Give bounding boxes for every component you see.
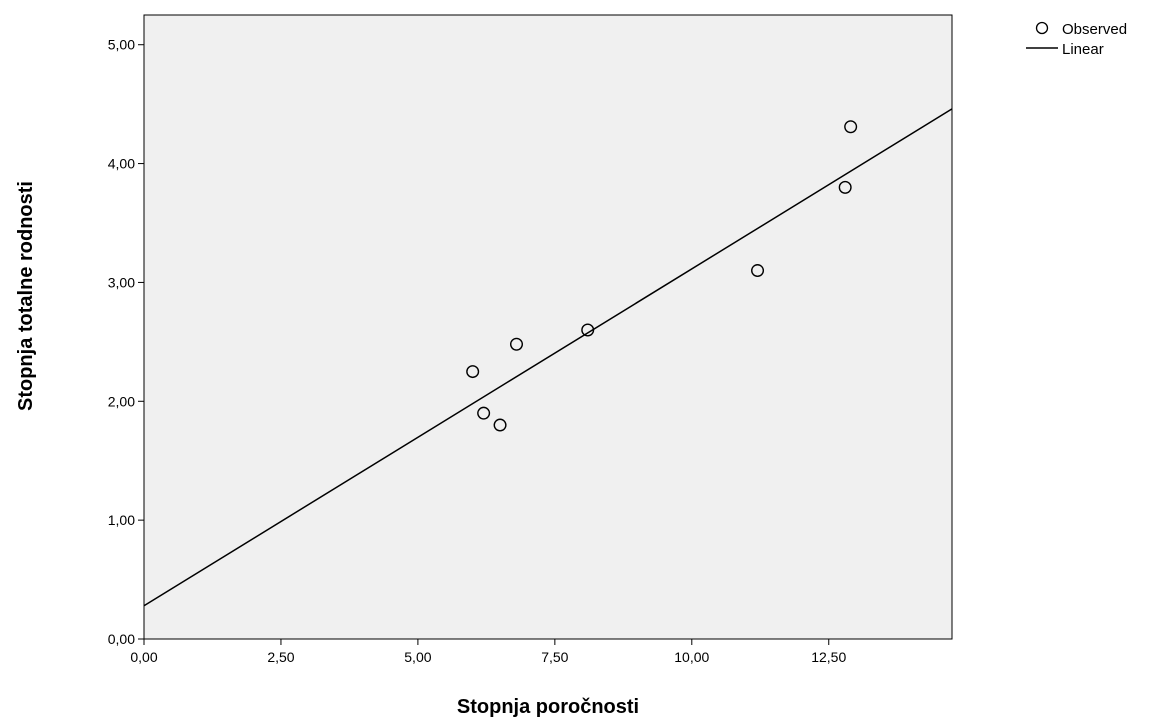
- y-tick-label: 5,00: [108, 37, 135, 53]
- observed-point: [477, 406, 491, 420]
- plot-area: [143, 14, 953, 640]
- linear-fit-line: [143, 108, 953, 607]
- x-tick-label: 12,50: [811, 649, 846, 665]
- observed-point: [510, 337, 524, 351]
- x-tick-label: 2,50: [267, 649, 294, 665]
- x-tick-label: 5,00: [404, 649, 431, 665]
- x-tick-label: 7,50: [541, 649, 568, 665]
- x-axis: 0,00 2,50 5,00 7,50 10,00 12,50: [130, 639, 846, 665]
- data-points: [466, 120, 858, 432]
- legend-linear-label: Linear: [1062, 41, 1104, 58]
- y-tick-label: 4,00: [108, 156, 135, 172]
- legend: Observed Linear: [1026, 21, 1127, 58]
- fit-line-group: [143, 108, 953, 607]
- legend-observed-label: Observed: [1062, 21, 1127, 38]
- y-axis: 0,00 1,00 2,00 3,00 4,00 5,00: [108, 37, 144, 647]
- observed-point: [581, 323, 595, 337]
- y-tick-label: 1,00: [108, 512, 135, 528]
- observed-point: [466, 365, 480, 379]
- x-axis-title: Stopnja poročnosti: [457, 696, 639, 718]
- observed-point: [844, 120, 858, 134]
- x-tick-label: 10,00: [674, 649, 709, 665]
- y-tick-label: 2,00: [108, 393, 135, 409]
- y-tick-label: 0,00: [108, 631, 135, 647]
- observed-point: [751, 264, 765, 278]
- legend-observed-marker: [1035, 21, 1049, 35]
- y-tick-label: 3,00: [108, 274, 135, 290]
- observed-point: [493, 418, 507, 432]
- y-axis-title: Stopnja totalne rodnosti: [15, 181, 37, 411]
- observed-point: [838, 180, 852, 194]
- x-tick-label: 0,00: [130, 649, 157, 665]
